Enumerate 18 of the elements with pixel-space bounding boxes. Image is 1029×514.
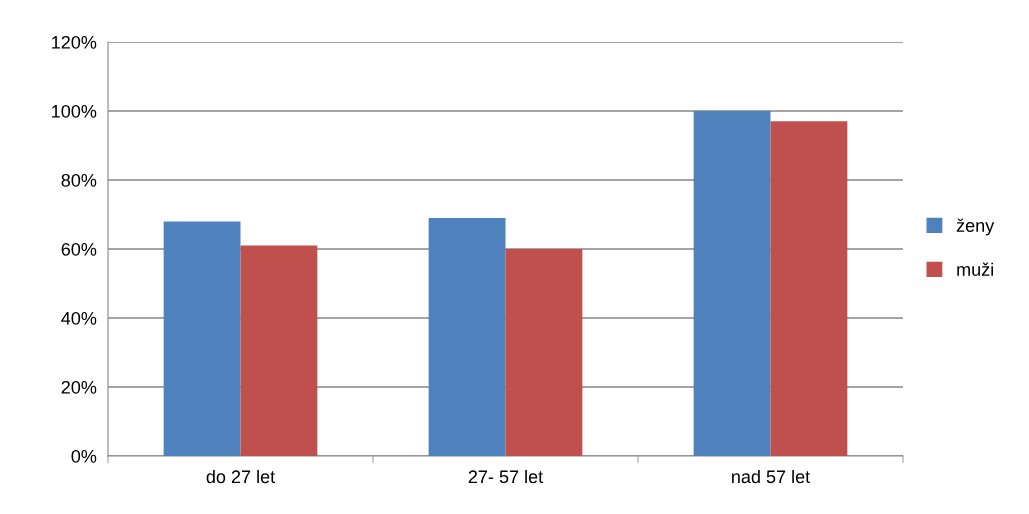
bar	[770, 121, 848, 456]
y-tick-label: 0%	[71, 449, 97, 463]
y-tick-label: 120%	[52, 35, 97, 49]
y-tick-label: 80%	[61, 173, 97, 187]
x-tick-label: 27- 57 let	[468, 469, 544, 484]
bar	[163, 221, 241, 456]
y-tick-label: 20%	[61, 380, 97, 394]
x-tick-label: do 27 let	[206, 469, 275, 484]
x-tick-label: nad 57 let	[732, 469, 811, 484]
y-tick-label: 60%	[61, 242, 97, 256]
bar	[240, 245, 318, 456]
legend-label: ženy	[956, 218, 995, 236]
y-tick-label: 40%	[61, 311, 97, 325]
y-tick-label: 100%	[52, 104, 97, 118]
bar	[428, 217, 506, 456]
bar	[693, 111, 771, 456]
bar	[505, 249, 583, 456]
legend-label: muži	[957, 262, 993, 276]
